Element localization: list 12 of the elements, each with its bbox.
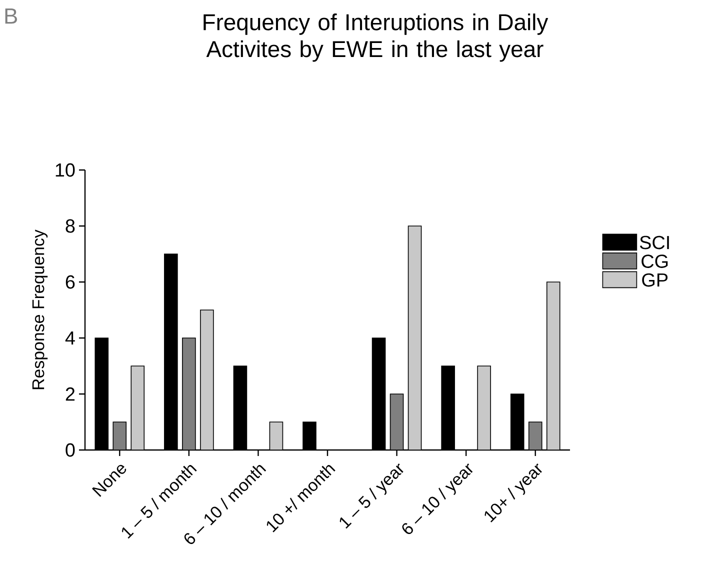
y-tick-label: 6 [66,275,75,289]
chart-title: Frequency of Interuptions in Daily Activites by EWE in the last year [204,14,548,62]
legend-label: CG [642,254,668,268]
y-tick-label: 0 [66,443,75,457]
y-tick-label: 4 [65,331,75,345]
legend-label: SCI [640,236,669,250]
y-axis-title: Response Frequency [32,230,48,390]
y-tick-label: 2 [66,387,75,401]
text: B [5,8,17,24]
y-tick-label: 8 [66,219,75,233]
y-tick-label: 10 [56,163,75,177]
legend-label: GP [642,273,668,287]
